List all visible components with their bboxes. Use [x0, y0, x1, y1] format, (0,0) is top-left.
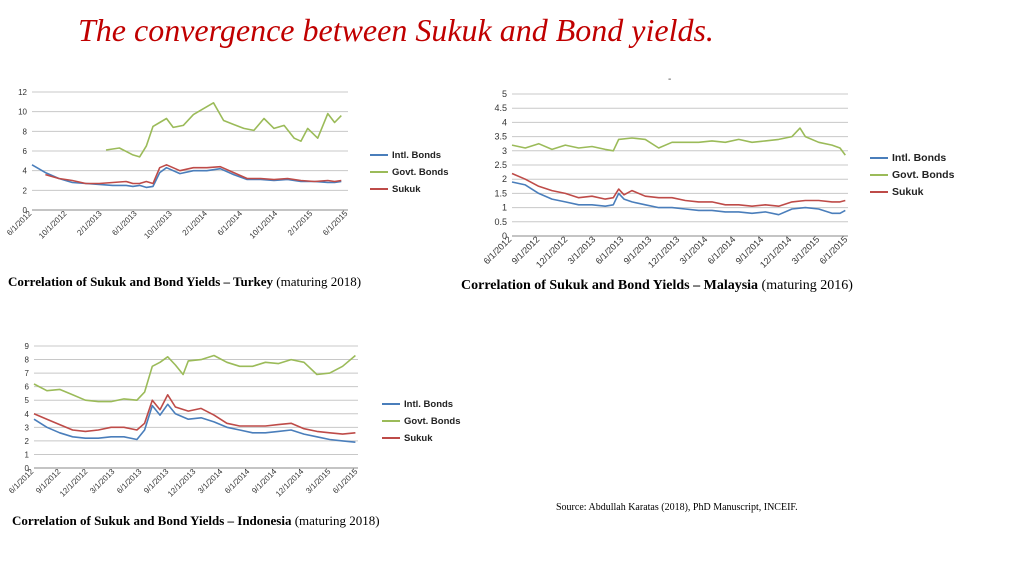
y-tick-label: 1: [502, 203, 507, 213]
x-tick-label: 2/1/2014: [181, 209, 210, 238]
y-tick-label: 10: [18, 108, 27, 117]
x-tick-label: 6/1/2012: [7, 467, 36, 496]
x-tick-label: 6/1/2014: [223, 467, 252, 496]
x-tick-label: 6/1/2014: [706, 234, 738, 266]
y-tick-label: 4: [25, 410, 30, 419]
x-tick-label: 6/1/2015: [818, 234, 850, 266]
caption-turkey-rest: (maturing 2018): [273, 274, 362, 289]
series-line-intl: [511, 181, 846, 216]
x-tick-label: 10/1/2013: [142, 209, 174, 241]
caption-indonesia-rest: (maturing 2018): [291, 513, 380, 528]
legend-label-sukuk: Sukuk: [404, 433, 433, 444]
series-line-sukuk: [33, 393, 356, 435]
y-tick-label: 4: [502, 117, 507, 127]
chart-malaysia: 0 0.5 1 1.5 2 2.5 3 3.5 4 4.5 5 6/1/2012 9/1/2012 12/…: [478, 84, 998, 274]
x-tick-label: 3/1/2015: [790, 234, 822, 266]
y-tick-label: 0: [502, 231, 507, 241]
y-tick-label: 2: [502, 174, 507, 184]
chart-indonesia: 0 1 2 3 4 5 6 7 8 9 6/1/2012 9/1/2012 12/1/2012 3/1/2…: [0, 336, 490, 506]
caption-malaysia-bold: Correlation of Sukuk and Bond Yields – M…: [461, 278, 759, 293]
x-tick-label: 6/1/2012: [482, 234, 514, 266]
legend-label-sukuk: Sukuk: [892, 186, 924, 198]
y-tick-label: 4.5: [494, 103, 507, 113]
y-tick-label: 9: [25, 342, 30, 351]
x-tick-label: 10/1/2012: [37, 209, 69, 241]
legend-label-intl: Intl. Bonds: [392, 150, 441, 161]
x-tick-label: 3/1/2014: [196, 467, 225, 496]
series-line-intl: [31, 164, 342, 189]
y-tick-label: 8: [23, 127, 28, 136]
y-tick-label: 7: [25, 369, 30, 378]
chart-malaysia-svg: 00.511.522.533.544.556/1/20129/1/201212/…: [482, 89, 955, 270]
x-tick-label: 10/1/2014: [248, 209, 280, 241]
x-tick-label: 12/1/2014: [274, 467, 306, 499]
legend-label-govt: Govt. Bonds: [892, 169, 955, 181]
caption-turkey: Correlation of Sukuk and Bond Yields – T…: [8, 274, 361, 290]
chart-turkey: 0 2 4 6 8 10 12 6/1/2012 10/1/2012 2/1/2013 6/1/20…: [0, 82, 470, 267]
x-tick-label: 6/1/2012: [5, 209, 34, 238]
caption-turkey-bold: Correlation of Sukuk and Bond Yields – T…: [8, 274, 274, 289]
x-tick-label: 12/1/2012: [58, 467, 90, 499]
x-tick-label: 6/1/2014: [216, 209, 245, 238]
y-tick-label: 2: [25, 437, 30, 446]
legend-label-intl: Intl. Bonds: [404, 399, 453, 410]
y-tick-label: 8: [25, 356, 30, 365]
series-line-intl: [33, 403, 356, 443]
y-tick-label: 3: [502, 146, 507, 156]
legend-label-intl: Intl. Bonds: [892, 152, 946, 164]
x-tick-label: 6/1/2013: [115, 467, 144, 496]
y-tick-label: 6: [25, 383, 30, 392]
y-tick-label: 4: [23, 167, 28, 176]
caption-indonesia-bold: Correlation of Sukuk and Bond Yields – I…: [12, 513, 292, 528]
caption-malaysia-rest: (maturing 2016): [758, 278, 853, 293]
x-tick-label: 2/1/2013: [75, 209, 104, 238]
caption-malaysia: Correlation of Sukuk and Bond Yields – M…: [461, 278, 853, 294]
y-tick-label: 0: [23, 206, 28, 215]
y-tick-label: 1: [25, 450, 30, 459]
y-tick-label: 5: [502, 89, 507, 99]
y-tick-label: 2: [23, 186, 28, 195]
y-tick-label: 1.5: [494, 188, 507, 198]
chart-indonesia-svg: 01234567896/1/20129/1/201212/1/20123/1/2…: [7, 342, 460, 499]
y-tick-label: 2.5: [494, 160, 507, 170]
x-tick-label: 6/1/2013: [110, 209, 139, 238]
y-tick-label: 3.5: [494, 132, 507, 142]
x-tick-label: 6/1/2013: [594, 234, 626, 266]
y-tick-label: 12: [18, 88, 27, 97]
y-tick-label: 0.5: [494, 217, 507, 227]
x-tick-label: 6/1/2015: [321, 209, 350, 238]
series-line-govt: [511, 127, 846, 156]
legend-label-govt: Govt. Bonds: [404, 416, 460, 427]
x-tick-label: 3/1/2013: [566, 234, 598, 266]
page-title: The convergence between Sukuk and Bond y…: [78, 12, 714, 48]
x-tick-label: 2/1/2015: [286, 209, 315, 238]
x-tick-label: 12/1/2013: [166, 467, 198, 499]
series-line-govt: [105, 101, 342, 158]
x-tick-label: 3/1/2014: [678, 234, 710, 266]
y-tick-label: 3: [25, 423, 30, 432]
y-tick-label: 6: [23, 147, 28, 156]
x-tick-label: 3/1/2013: [88, 467, 117, 496]
x-tick-label: 3/1/2015: [304, 467, 333, 496]
series-line-sukuk: [45, 164, 342, 185]
x-tick-label: 6/1/2015: [331, 467, 360, 496]
source-note: Source: Abdullah Karatas (2018), PhD Man…: [556, 502, 798, 513]
series-line-govt: [33, 354, 356, 403]
y-tick-label: 5: [25, 396, 30, 405]
stray-mark: -: [668, 74, 672, 85]
legend-label-sukuk: Sukuk: [392, 184, 421, 195]
caption-indonesia: Correlation of Sukuk and Bond Yields – I…: [12, 513, 380, 529]
series-line-sukuk: [511, 172, 846, 207]
legend-label-govt: Govt. Bonds: [392, 167, 448, 178]
y-tick-label: 0: [25, 464, 30, 473]
